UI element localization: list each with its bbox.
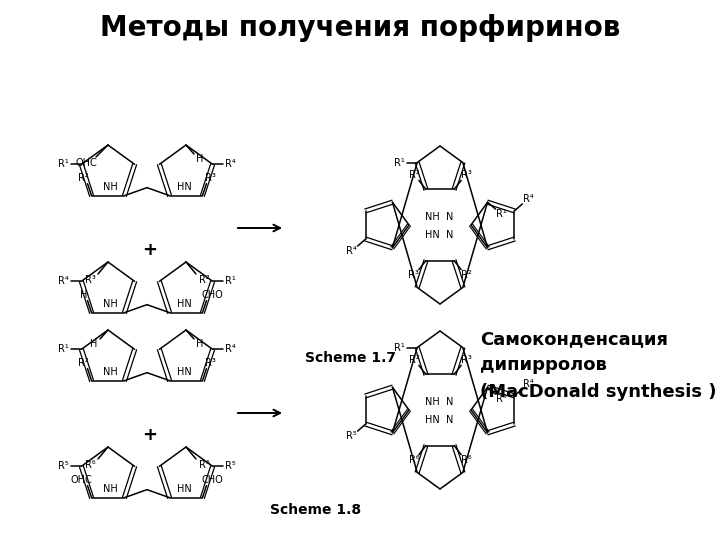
Text: NH: NH: [425, 212, 439, 222]
Text: R⁴: R⁴: [523, 379, 534, 389]
Text: R⁴: R⁴: [346, 246, 357, 256]
Text: R¹: R¹: [225, 276, 236, 286]
Text: HN: HN: [176, 299, 192, 309]
Text: R³: R³: [408, 269, 419, 280]
Text: OHC: OHC: [75, 158, 97, 168]
Text: N: N: [446, 230, 454, 240]
Text: R²: R²: [461, 269, 472, 280]
Text: N: N: [446, 397, 454, 407]
Text: NH: NH: [103, 299, 117, 309]
Text: R¹: R¹: [58, 159, 68, 170]
Text: CHO: CHO: [202, 475, 223, 485]
Text: R³: R³: [461, 355, 472, 366]
Text: NH: NH: [103, 484, 117, 494]
Text: R⁴: R⁴: [225, 159, 236, 170]
Text: R³: R³: [461, 171, 472, 180]
Text: +: +: [143, 426, 158, 444]
Text: NH: NH: [425, 397, 439, 407]
Text: R¹: R¹: [58, 345, 68, 354]
Text: HN: HN: [176, 484, 192, 494]
Text: R³: R³: [84, 275, 96, 285]
Text: R²: R²: [78, 357, 89, 368]
Text: Scheme 1.8: Scheme 1.8: [270, 503, 361, 517]
Text: R¹: R¹: [394, 342, 405, 353]
Text: R⁵: R⁵: [225, 461, 236, 471]
Text: HN: HN: [176, 367, 192, 377]
Text: Scheme 1.7: Scheme 1.7: [305, 351, 396, 365]
Text: R³: R³: [205, 173, 216, 183]
Text: H: H: [197, 339, 204, 349]
Text: H: H: [90, 339, 98, 349]
Text: CHO: CHO: [202, 289, 223, 300]
Text: OHC: OHC: [71, 475, 92, 485]
Text: R¹: R¹: [394, 158, 405, 167]
Text: R⁴: R⁴: [225, 345, 236, 354]
Text: NH: NH: [103, 367, 117, 377]
Text: H: H: [80, 289, 87, 300]
Text: +: +: [143, 241, 158, 259]
Text: HN: HN: [425, 230, 439, 240]
Text: R²: R²: [408, 355, 419, 366]
Text: R²: R²: [78, 173, 89, 183]
Text: HN: HN: [425, 415, 439, 425]
Text: R⁵: R⁵: [496, 394, 507, 404]
Text: R⁴: R⁴: [58, 276, 68, 286]
Text: R⁵: R⁵: [346, 431, 357, 441]
Text: R²: R²: [199, 275, 210, 285]
Text: R³: R³: [205, 357, 216, 368]
Text: N: N: [446, 415, 454, 425]
Text: HN: HN: [176, 182, 192, 192]
Text: R¹: R¹: [496, 209, 507, 219]
Text: R⁶: R⁶: [85, 460, 95, 470]
Text: Методы получения порфиринов: Методы получения порфиринов: [100, 14, 620, 42]
Text: R⁵: R⁵: [58, 461, 68, 471]
Text: R⁶: R⁶: [199, 460, 210, 470]
Text: NH: NH: [103, 182, 117, 192]
Text: R⁴: R⁴: [523, 194, 534, 204]
Text: R⁶: R⁶: [461, 455, 472, 464]
Text: Самоконденсация
дипирролов
(MacDonald synthesis ): Самоконденсация дипирролов (MacDonald sy…: [480, 330, 716, 401]
Text: H: H: [197, 154, 204, 164]
Text: N: N: [446, 212, 454, 222]
Text: R²: R²: [408, 171, 419, 180]
Text: R⁶: R⁶: [408, 455, 419, 464]
